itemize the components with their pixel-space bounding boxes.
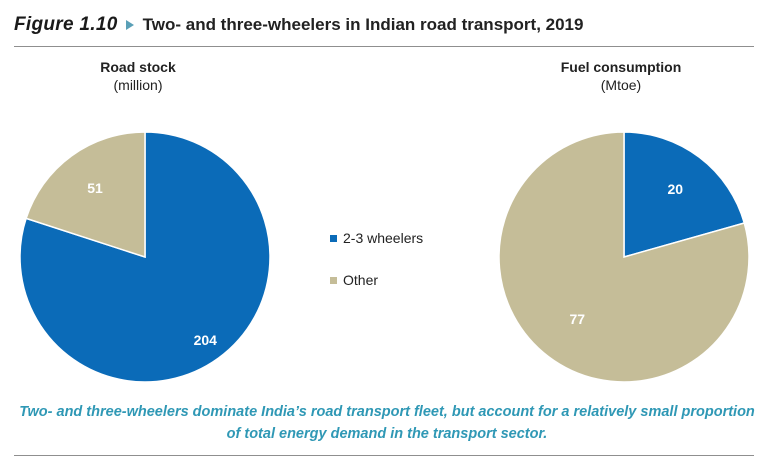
fuel-consumption-unit: (Mtoe) [600, 77, 642, 93]
road-stock-unit: (million) [113, 77, 163, 93]
triangle-arrow-icon [125, 20, 134, 30]
pie-slice-other [498, 131, 750, 383]
road-stock-chart-title: Road stock (million) [38, 58, 238, 94]
pie-data-label: 204 [194, 332, 218, 348]
fuel-consumption-chart-title: Fuel consumption (Mtoe) [521, 58, 721, 94]
fuel-consumption-title: Fuel consumption [560, 59, 682, 75]
road-stock-title: Road stock [100, 59, 176, 75]
pie-data-label: 20 [667, 181, 683, 197]
legend-item-other: Other [330, 271, 423, 289]
pie-data-label: 77 [569, 311, 585, 327]
legend-swatch-other [330, 276, 337, 284]
figure-number: Figure 1.10 [14, 14, 118, 35]
road-stock-pie: 204 51 [19, 131, 271, 383]
pie-data-label: 51 [87, 180, 103, 196]
figure-title: Two- and three-wheelers in Indian road t… [142, 15, 584, 34]
top-divider [14, 46, 754, 47]
pie-slice-other [25, 131, 146, 259]
legend: 2-3 wheelers Other [330, 229, 423, 289]
legend-label-2-3-wheelers: 2-3 wheelers [343, 230, 424, 246]
figure-header: Figure 1.10 Two- and three-wheelers in I… [14, 10, 760, 40]
legend-label-other: Other [343, 272, 379, 288]
pie-slice-2-3-wheelers [623, 131, 746, 258]
legend-item-2-3-wheelers: 2-3 wheelers [330, 229, 423, 247]
figure-caption: Two- and three-wheelers dominate India’s… [19, 404, 755, 442]
bottom-divider [14, 455, 754, 456]
legend-swatch-2-3-wheelers [330, 234, 337, 242]
